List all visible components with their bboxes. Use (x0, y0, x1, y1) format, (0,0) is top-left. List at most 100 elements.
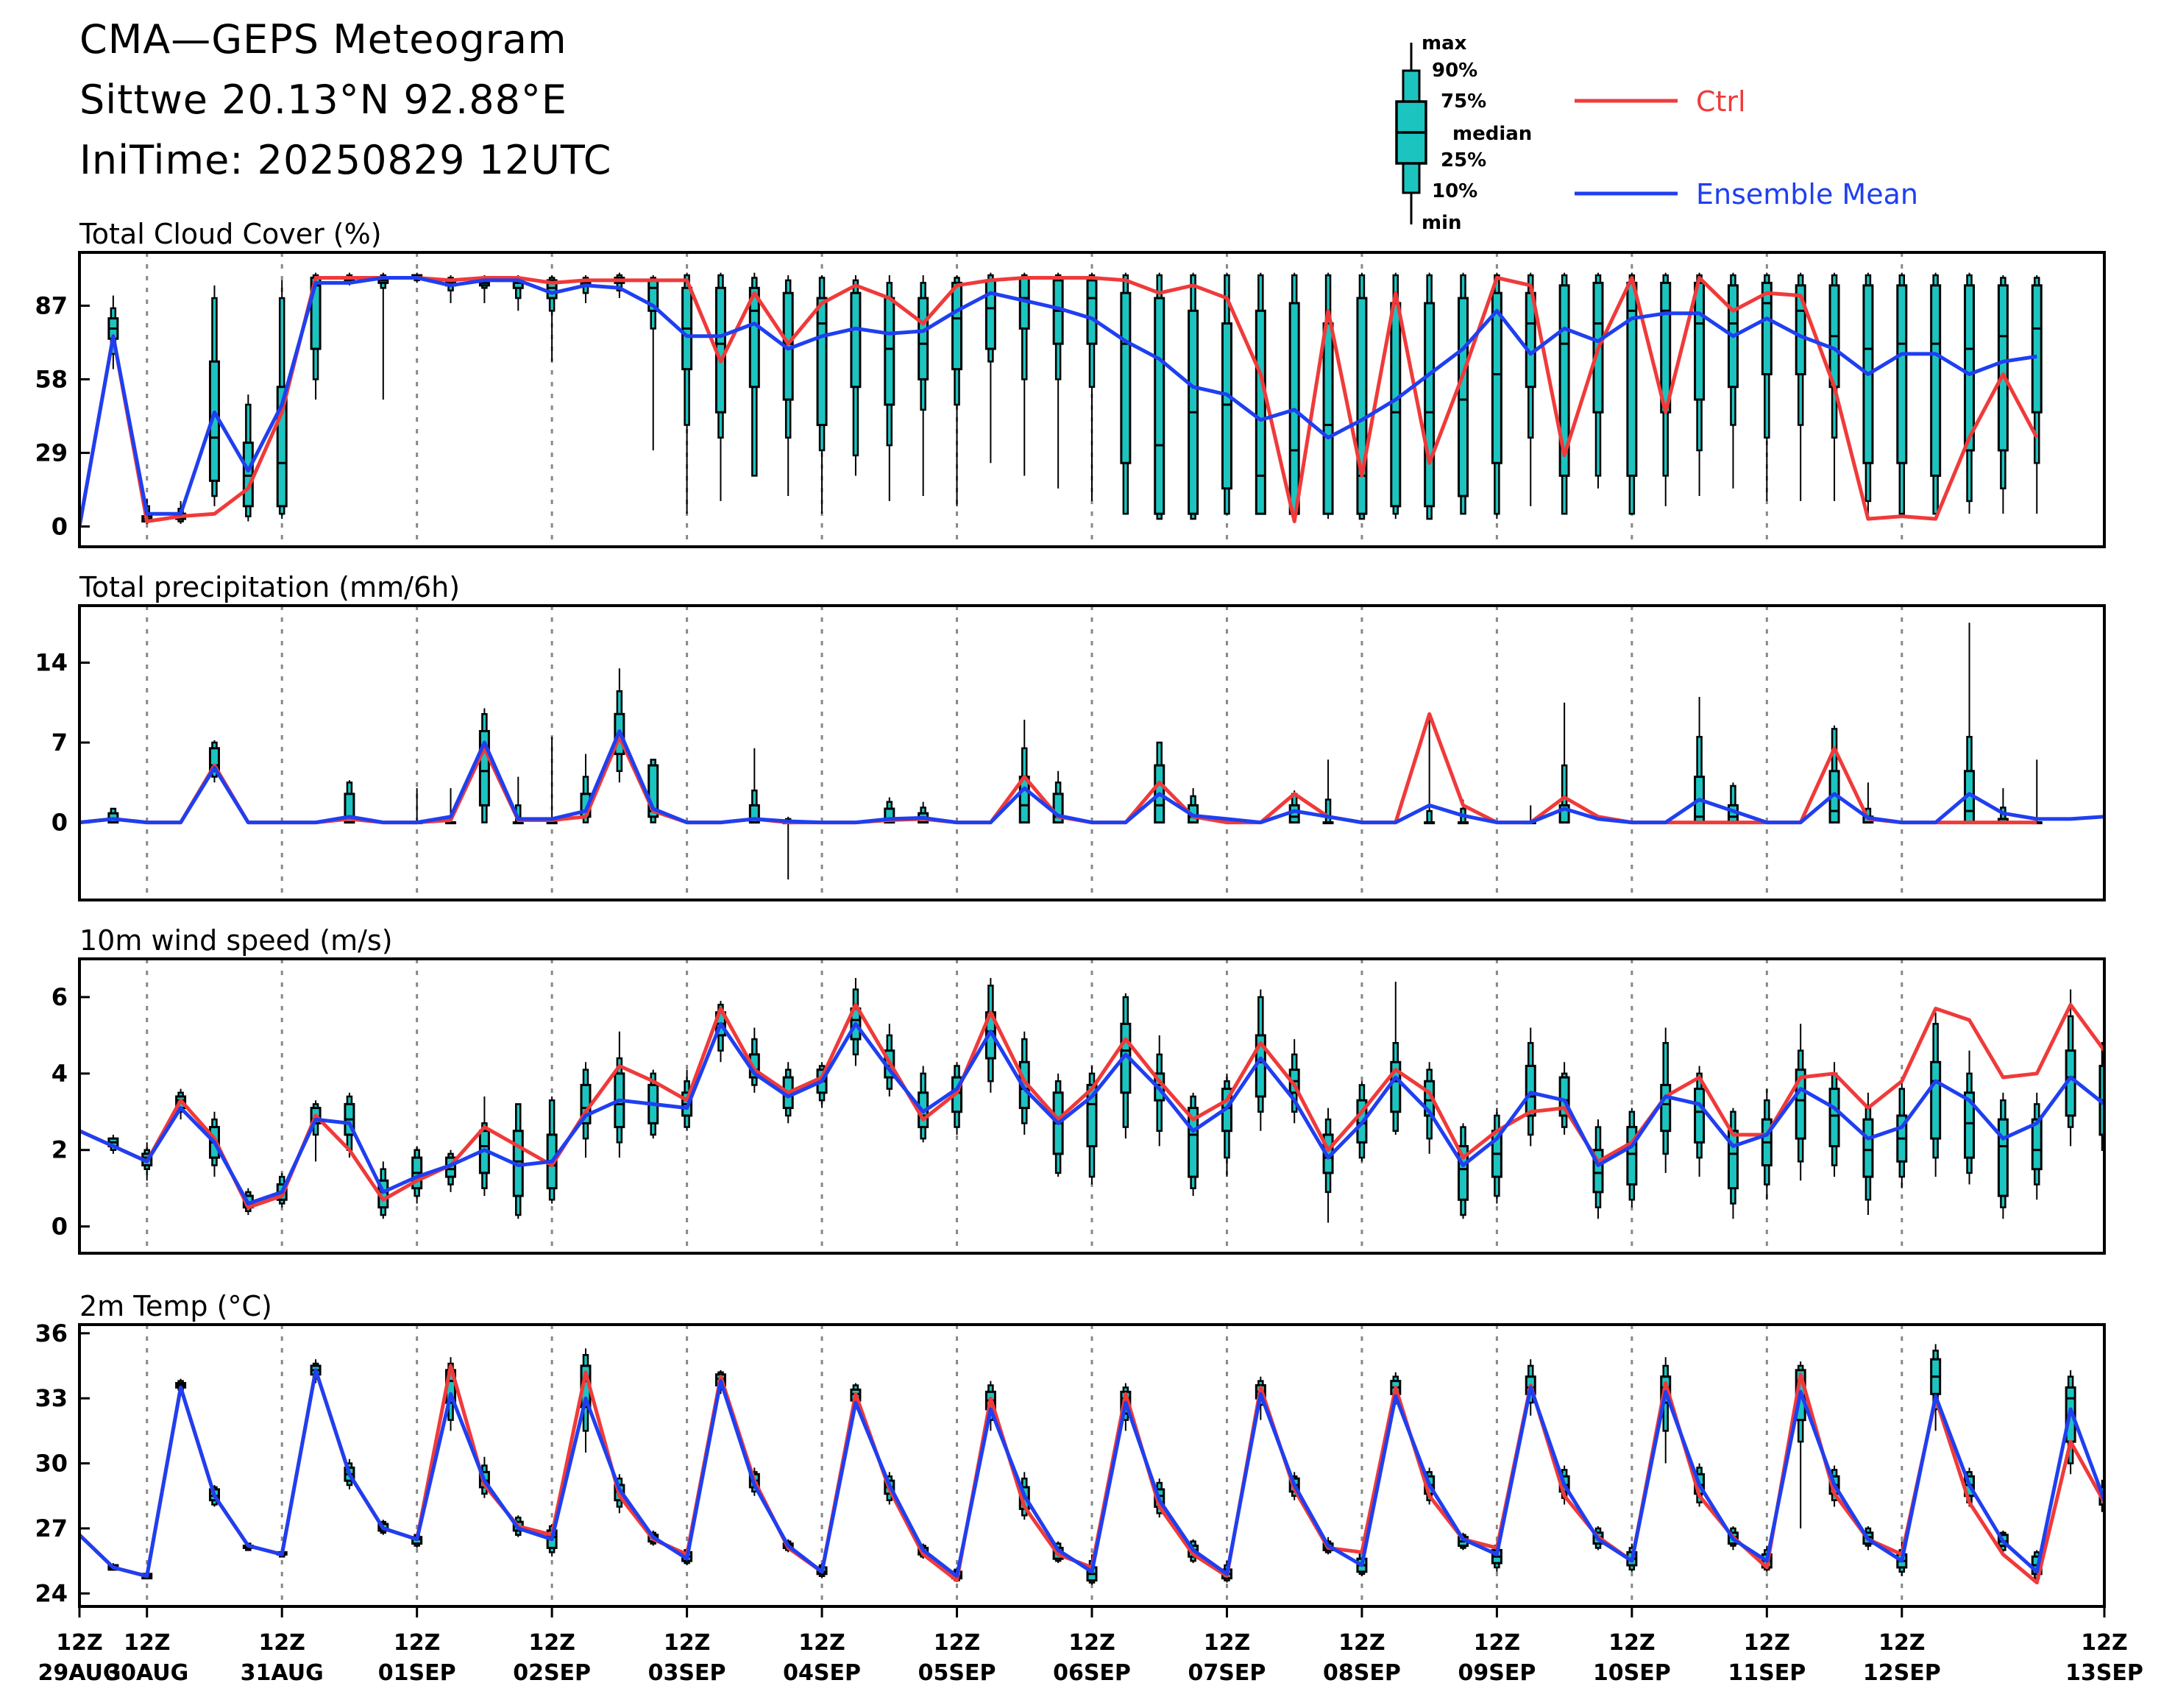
box-whisker (1288, 272, 1300, 520)
panel-3: 10m wind speed (m/s) 0 2 4 6 (52, 924, 2106, 1255)
box-whisker (1558, 272, 1570, 515)
panel-title: 2m Temp (°C) (79, 1290, 272, 1322)
x-tick-date: 29AUG (38, 1660, 121, 1686)
box-whisker (614, 272, 625, 299)
panel-title: Total precipitation (mm/6h) (79, 571, 460, 603)
y-tick-label: 27 (35, 1514, 68, 1542)
box-whisker (208, 285, 220, 506)
box-whisker (782, 816, 794, 880)
box-whisker (1356, 272, 1368, 520)
x-tick-hour: 12Z (798, 1630, 845, 1656)
box-whisker (782, 275, 794, 497)
box-whisker (816, 275, 828, 514)
box-whisker (1558, 702, 1570, 824)
box-whisker (1795, 1024, 1806, 1181)
panel-2: Total precipitation (mm/6h) 0 7 14 (35, 571, 2106, 901)
ensemble-mean-line (79, 1368, 2104, 1578)
legend-box-label: 25% (1441, 149, 1486, 171)
x-tick-hour: 12Z (258, 1630, 305, 1656)
box-whisker (107, 295, 119, 369)
box-whisker (1997, 275, 2009, 514)
legend-box-label: max (1422, 32, 1467, 54)
box-whisker (1862, 272, 1874, 514)
box-whisker (1120, 272, 1132, 515)
box-whisker (714, 272, 726, 501)
box-whisker (647, 275, 659, 450)
box-whisker (411, 788, 423, 825)
legend-box-label: 75% (1441, 91, 1486, 113)
box-whisker (1458, 1123, 1469, 1219)
box-whisker (1491, 1108, 1502, 1204)
chart-panels: Total Cloud Cover (%) 0 29 58 87 Total precip… (35, 218, 2106, 1608)
x-tick-hour: 12Z (664, 1630, 711, 1656)
box-whisker (1525, 1027, 1536, 1147)
location-label: Sittwe 20.13°N 92.88°E (79, 77, 568, 123)
box-whisker (1390, 982, 1402, 1135)
x-axis: 12Z29AUG12Z30AUG12Z31AUG12Z01SEP12Z02SEP… (38, 1606, 2143, 1686)
box-whisker (1018, 272, 1030, 476)
x-tick-hour: 12Z (1068, 1630, 1115, 1656)
x-tick-hour: 12Z (1204, 1630, 1251, 1656)
box-whisker (918, 1066, 929, 1143)
box-whisker (2031, 275, 2043, 514)
box-whisker (1795, 272, 1806, 501)
box-whisker (1086, 272, 1098, 501)
panel-frame (78, 604, 2106, 901)
box-whisker (478, 1096, 490, 1197)
box-whisker (1592, 272, 1604, 489)
box-whisker (1896, 272, 1908, 515)
box-whisker (1828, 272, 1840, 501)
x-tick-date: 02SEP (513, 1660, 591, 1686)
y-tick-label: 0 (52, 1213, 68, 1241)
box-whisker (1761, 272, 1773, 501)
box-whisker (1390, 272, 1402, 520)
box-whisker (1761, 1088, 1773, 1200)
box-whisker (1997, 1092, 2009, 1219)
box-whisker (1964, 1050, 1976, 1185)
x-tick-date: 09SEP (1458, 1660, 1536, 1686)
box-whisker (1660, 272, 1672, 506)
box-whisker (951, 275, 963, 506)
x-tick-hour: 12Z (2081, 1630, 2128, 1656)
legend-box-label: median (1452, 123, 1532, 145)
box-whisker (1862, 1092, 1874, 1216)
box-whisker (1997, 788, 2009, 824)
box-whisker (546, 275, 558, 362)
box-whisker (2031, 1092, 2043, 1200)
legend-box-label: 10% (1432, 180, 1477, 202)
y-tick-label: 24 (35, 1579, 68, 1607)
x-tick-date: 04SEP (783, 1660, 861, 1686)
box-whisker (1458, 272, 1469, 515)
x-tick-date: 10SEP (1593, 1660, 1671, 1686)
box-whisker (984, 272, 996, 464)
y-tick-label: 87 (35, 291, 68, 319)
chart-title: CMA—GEPS Meteogram (79, 16, 567, 63)
box-whisker (1424, 272, 1436, 520)
y-tick-label: 33 (35, 1384, 68, 1412)
box-whisker (1896, 1077, 1908, 1188)
ensemble-mean-line (79, 1021, 2104, 1205)
y-tick-label: 29 (35, 439, 68, 467)
panel-title: 10m wind speed (m/s) (79, 924, 393, 957)
x-tick-date: 07SEP (1188, 1660, 1266, 1686)
box-whisker (1592, 1119, 1604, 1219)
box-whisker (1930, 1344, 1942, 1431)
box-whisker (850, 977, 862, 1066)
x-tick-date: 01SEP (378, 1660, 456, 1686)
init-time-label: IniTime: 20250829 12UTC (79, 137, 612, 183)
ensemble-mean-line (79, 276, 2037, 527)
box-whisker (1727, 272, 1739, 489)
box-whisker (614, 668, 625, 783)
y-tick-label: 30 (35, 1450, 68, 1478)
box-whisker (1930, 272, 1942, 515)
legend-series: Ctrl Ensemble Mean (1575, 85, 1918, 210)
y-tick-label: 6 (52, 983, 68, 1011)
box-whisker (445, 1149, 457, 1192)
box-whisker (1120, 993, 1132, 1139)
box-whisker (242, 394, 254, 522)
box-whisker (1626, 272, 1638, 515)
x-tick-hour: 12Z (1608, 1630, 1656, 1656)
ctrl-legend-label: Ctrl (1696, 85, 1746, 118)
x-tick-date: 30AUG (105, 1660, 188, 1686)
